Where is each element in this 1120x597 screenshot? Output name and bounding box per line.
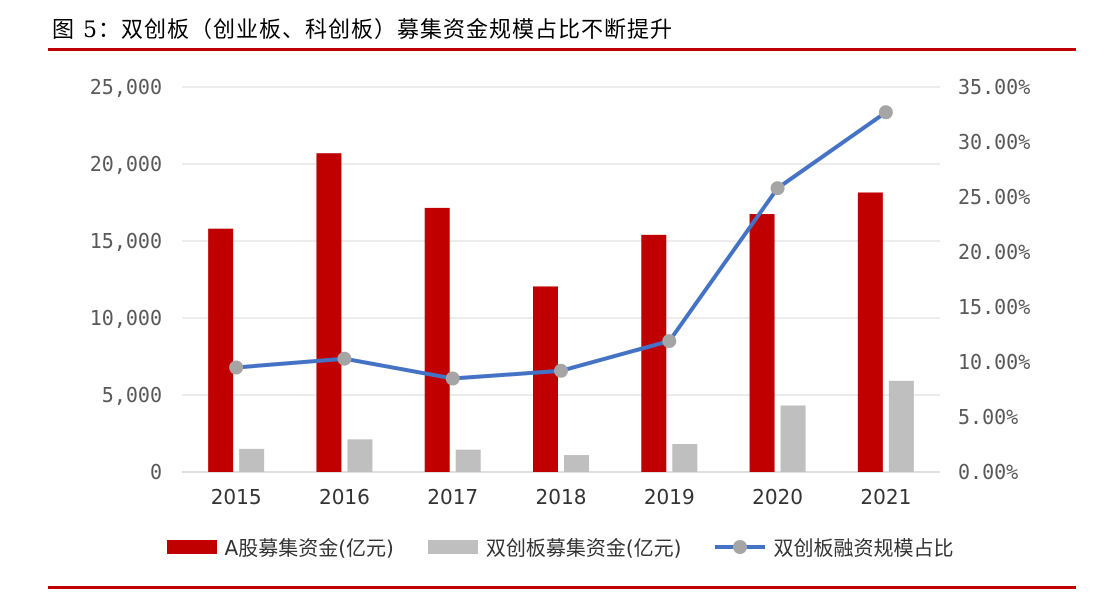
legend-swatch-ratio bbox=[715, 539, 766, 554]
left-tick-label: 10,000 bbox=[90, 306, 162, 330]
bar-a-share-2018 bbox=[533, 286, 558, 472]
x-axis: 2015 2016 2017 2018 2019 2020 2021 bbox=[211, 485, 912, 509]
right-axis: 0.00% 5.00% 10.00% 15.00% 20.00% 25.00% 30.00%… bbox=[958, 75, 1030, 484]
ratio-point-2019 bbox=[662, 334, 677, 349]
left-tick-label: 5,000 bbox=[102, 383, 162, 407]
top-rule bbox=[48, 48, 1076, 51]
bar-dual-board-2018 bbox=[564, 455, 589, 472]
legend-item-ratio: 双创板融资规模占比 bbox=[715, 532, 953, 561]
right-tick-label: 15.00% bbox=[958, 295, 1030, 319]
right-tick-label: 20.00% bbox=[958, 240, 1030, 264]
left-tick-label: 15,000 bbox=[90, 229, 162, 253]
x-tick-label: 2020 bbox=[752, 485, 803, 509]
left-tick-label: 25,000 bbox=[90, 75, 162, 99]
x-tick-label: 2021 bbox=[860, 485, 911, 509]
chart: 0 5,000 10,000 15,000 20,000 25,000 0.00% 5.00… bbox=[90, 75, 1031, 509]
bar-dual-board-2021 bbox=[888, 380, 914, 472]
legend-label-ratio: 双创板融资规模占比 bbox=[773, 536, 954, 560]
ratio-point-2018 bbox=[554, 363, 568, 378]
legend-item-dual-board: 双创板募集资金(亿元) bbox=[427, 532, 682, 561]
x-tick-label: 2019 bbox=[644, 485, 695, 509]
legend: A股募集资金(亿元) 双创板募集资金(亿元) 双创板融资规模占比 bbox=[0, 532, 1120, 561]
x-tick-label: 2016 bbox=[319, 485, 370, 509]
right-tick-label: 5.00% bbox=[958, 405, 1018, 429]
x-tick-label: 2018 bbox=[536, 485, 587, 509]
x-tick-label: 2015 bbox=[211, 485, 262, 509]
x-tick-label: 2017 bbox=[427, 485, 478, 509]
bar-a-share-2017 bbox=[424, 207, 450, 472]
bar-dual-board-2017 bbox=[455, 449, 481, 472]
left-axis: 0 5,000 10,000 15,000 20,000 25,000 bbox=[90, 75, 162, 484]
legend-label-dual-board: 双创板募集资金(亿元) bbox=[485, 536, 682, 560]
ratio-point-2021 bbox=[878, 105, 893, 120]
chart-title: 图 5：双创板（创业板、科创板）募集资金规模占比不断提升 bbox=[52, 18, 673, 43]
bar-a-share-2016 bbox=[316, 153, 342, 472]
right-tick-label: 35.00% bbox=[958, 75, 1030, 99]
bottom-rule bbox=[48, 586, 1076, 589]
left-tick-label: 20,000 bbox=[90, 152, 162, 176]
left-tick-label: 0 bbox=[150, 460, 162, 484]
bar-a-share-2019 bbox=[641, 234, 667, 472]
bar-a-share-2021 bbox=[857, 192, 883, 473]
bar-a-share-2015 bbox=[208, 228, 234, 472]
ratio-point-2017 bbox=[445, 371, 460, 386]
ratio-point-2020 bbox=[770, 181, 785, 196]
bar-dual-board-2020 bbox=[780, 405, 806, 472]
ratio-point-2016 bbox=[337, 351, 352, 366]
bars bbox=[208, 153, 914, 473]
bar-dual-board-2019 bbox=[672, 443, 698, 472]
legend-label-a-share: A股募集资金(亿元) bbox=[224, 536, 394, 560]
right-tick-label: 10.00% bbox=[958, 350, 1030, 374]
bar-dual-board-2015 bbox=[239, 448, 265, 472]
right-tick-label: 30.00% bbox=[958, 130, 1030, 154]
right-tick-label: 25.00% bbox=[958, 185, 1030, 209]
bar-dual-board-2016 bbox=[347, 439, 373, 472]
ratio-line bbox=[229, 105, 893, 386]
legend-swatch-a-share bbox=[166, 539, 217, 554]
right-tick-label: 0.00% bbox=[958, 460, 1018, 484]
gridlines bbox=[182, 86, 940, 473]
legend-swatch-dual-board bbox=[427, 539, 478, 554]
bar-a-share-2020 bbox=[749, 214, 775, 473]
ratio-point-2015 bbox=[229, 360, 244, 375]
legend-item-a-share: A股募集资金(亿元) bbox=[166, 532, 394, 561]
